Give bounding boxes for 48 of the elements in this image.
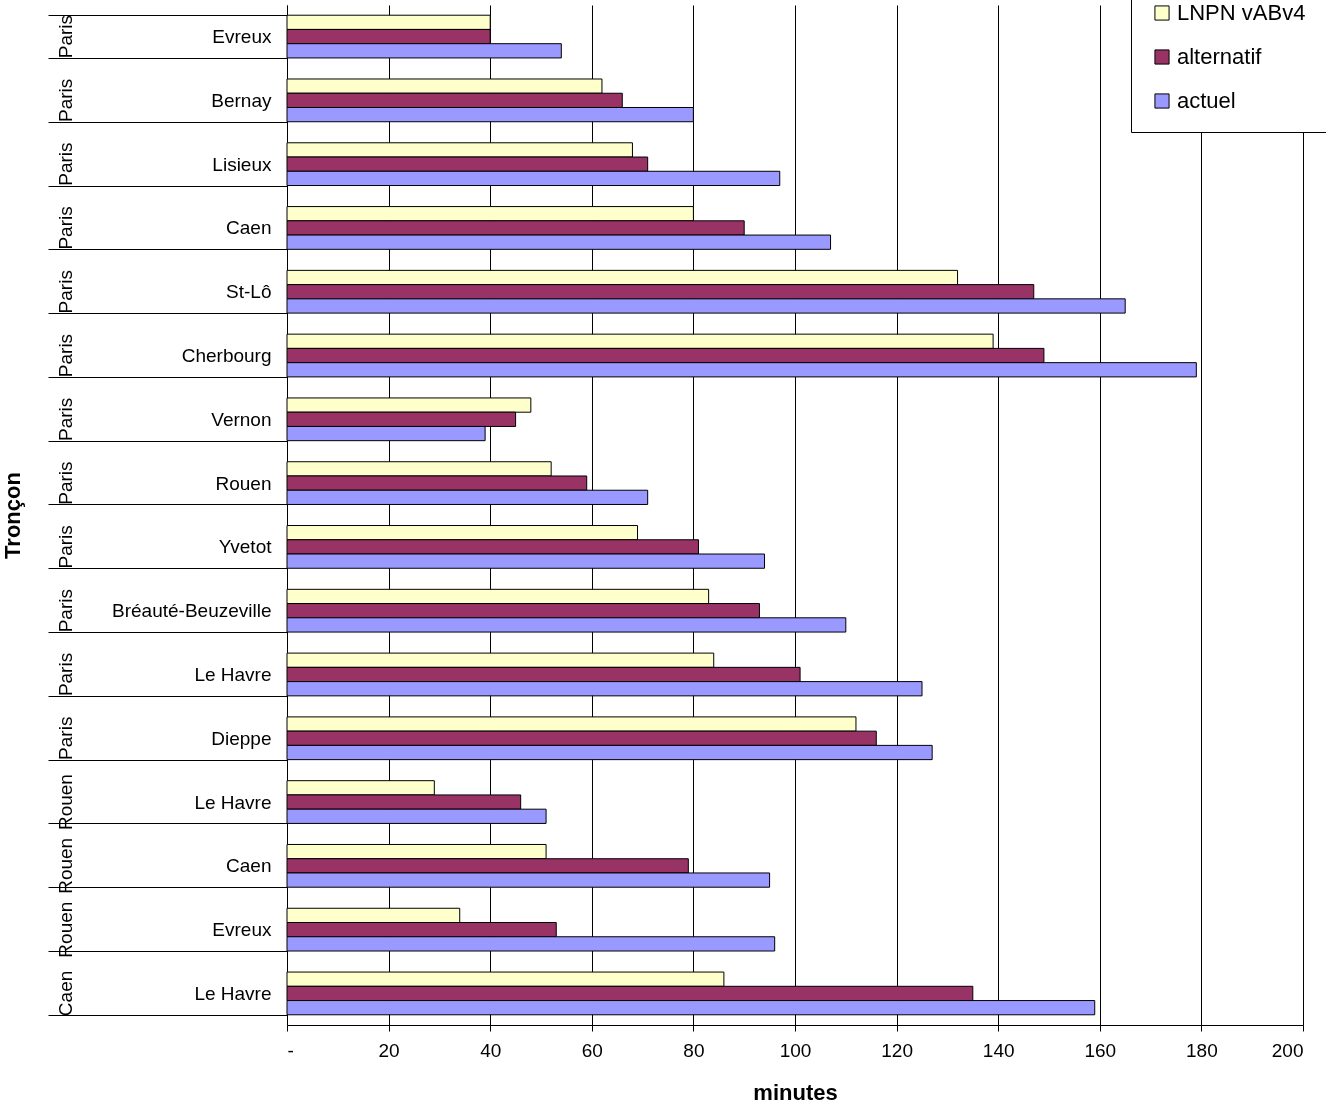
legend-label: alternatif: [1177, 44, 1263, 69]
x-tick-label: 60: [581, 1039, 603, 1061]
text: Paris: [55, 652, 76, 697]
x-tick-label: 120: [881, 1039, 913, 1061]
x-tick-label: 20: [378, 1039, 400, 1061]
y-tick-label: Evreux: [212, 26, 272, 48]
y-tick-label: Caen: [226, 855, 272, 877]
legend-label: LNPN vABv4: [1177, 0, 1306, 25]
y-tick-label: Vernon: [211, 408, 272, 430]
y-tick-label: Caen: [226, 217, 272, 239]
legend-label: actuel: [1177, 88, 1236, 113]
y-tick-label: Lisieux: [212, 153, 272, 175]
x-tick-label: 140: [982, 1039, 1015, 1061]
y-tick-label: Le Havre: [194, 663, 272, 685]
text: Caen: [55, 970, 76, 1017]
text: Rouen: [55, 774, 76, 831]
x-tick-label: 80: [683, 1039, 705, 1061]
text: Paris: [55, 270, 76, 314]
text: Paris: [55, 333, 76, 378]
x-tick-label: 200: [1271, 1039, 1304, 1061]
y-tick-label: Le Havre: [194, 791, 272, 813]
text: Paris: [55, 14, 76, 59]
text: Paris: [55, 206, 76, 250]
text: Rouen: [55, 837, 76, 894]
y-tick-label: Bréauté-Beuzeville: [112, 600, 272, 622]
y-tick-label: Yvetot: [218, 536, 273, 558]
y-tick-label: St-Lô: [226, 281, 272, 303]
y-tick-label: Rouen: [215, 472, 272, 494]
text: Paris: [55, 78, 76, 123]
x-tick-label: 180: [1186, 1039, 1218, 1061]
text: Paris: [55, 461, 76, 505]
text: Rouen: [55, 901, 76, 958]
x-tick-label: 40: [480, 1039, 502, 1061]
y-axis-title: Tronçon: [0, 472, 25, 559]
text: Paris: [55, 142, 76, 186]
text: Paris: [55, 525, 76, 569]
y-tick-label: Le Havre: [194, 982, 272, 1004]
y-tick-label: Bernay: [211, 89, 272, 111]
x-tick-label: 100: [779, 1039, 812, 1061]
y-tick-label: Evreux: [212, 919, 272, 941]
y-tick-label: Dieppe: [211, 727, 272, 749]
x-tick-label: -: [287, 1039, 294, 1061]
y-tick-label: Cherbourg: [181, 345, 272, 367]
text: Paris: [55, 716, 76, 760]
text: Paris: [55, 589, 76, 633]
text: Paris: [55, 397, 76, 441]
x-tick-label: 160: [1084, 1039, 1117, 1061]
x-axis-title: minutes: [753, 1079, 838, 1105]
